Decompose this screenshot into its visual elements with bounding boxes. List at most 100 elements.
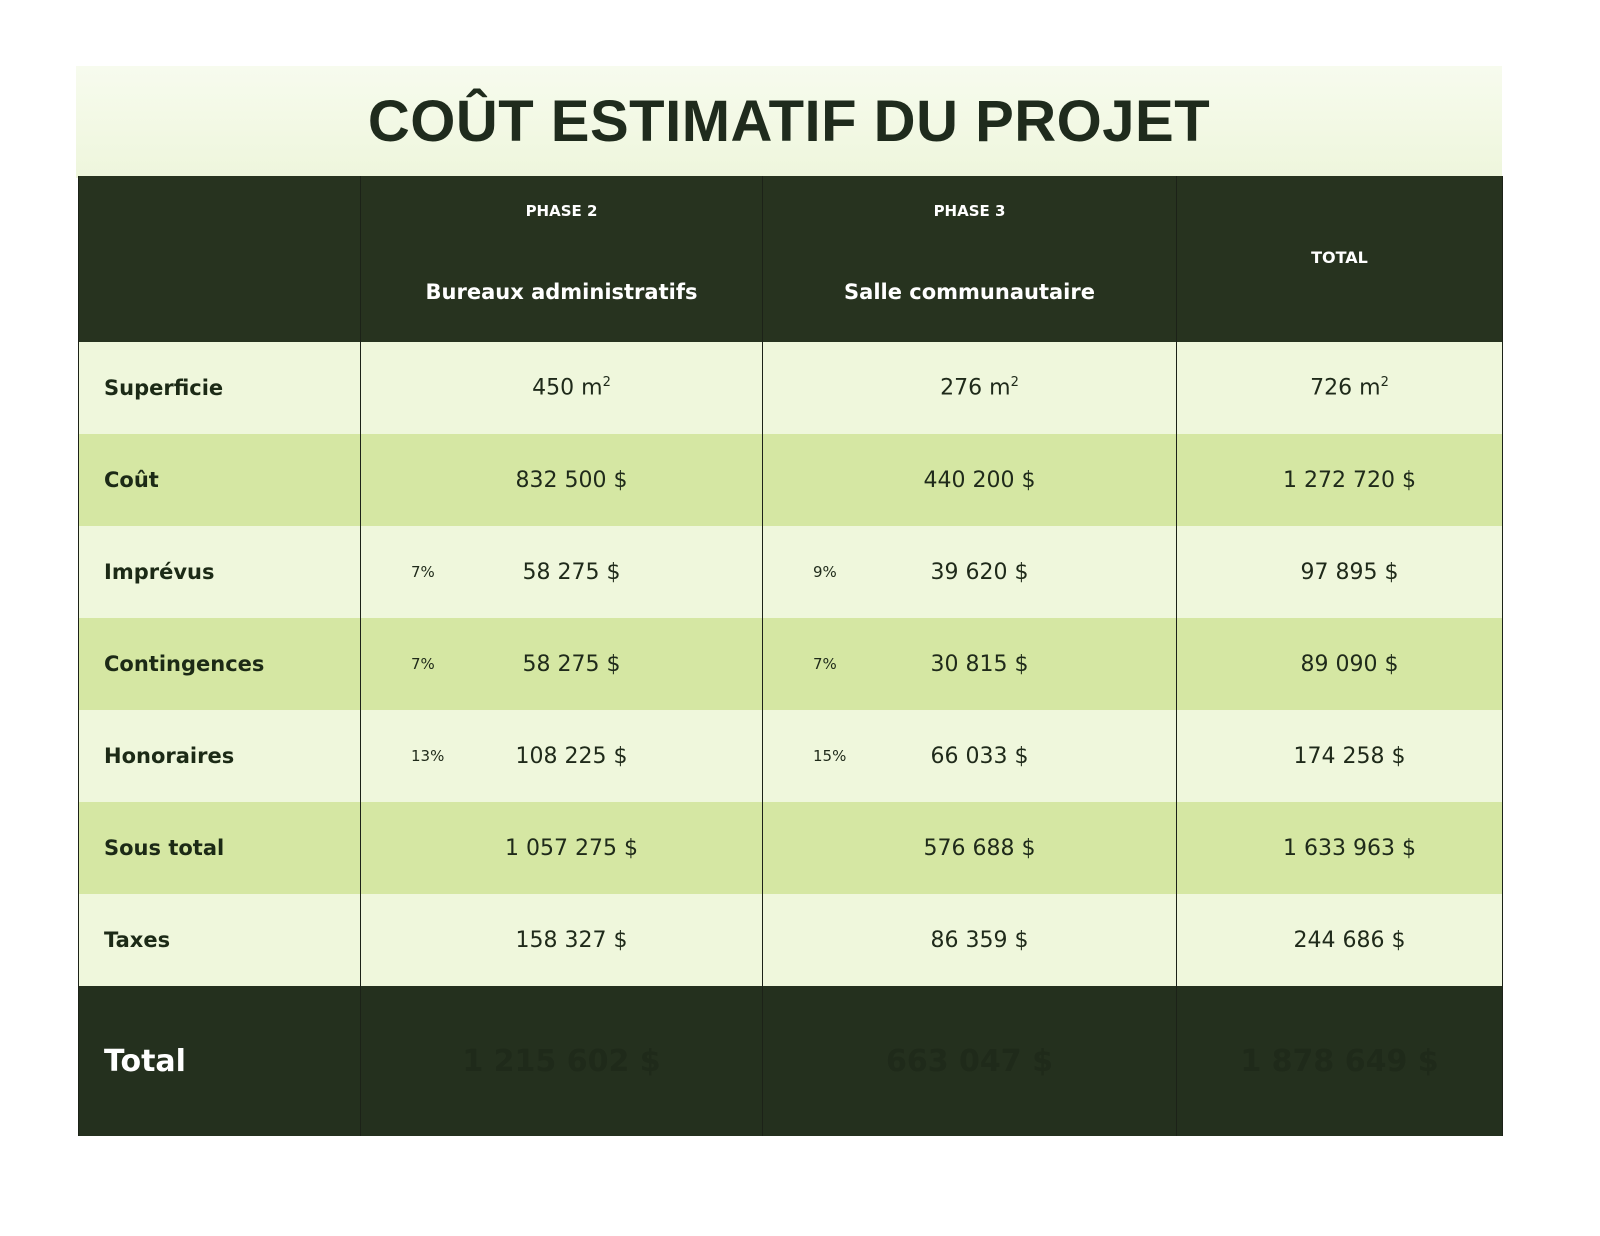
cell-value: 244 686 $ — [1274, 928, 1406, 953]
row-label: Coût — [78, 434, 361, 526]
cell-value: 450 m2 — [512, 375, 611, 400]
value-text: 86 359 $ — [930, 927, 1029, 953]
percentage: 13% — [411, 747, 445, 765]
cell: 726 m2 — [1176, 342, 1503, 434]
percentage: 7% — [813, 655, 837, 673]
value-text: 832 500 $ — [515, 467, 628, 493]
cell: 244 686 $ — [1176, 894, 1503, 986]
cell: 9% 39 620 $ — [762, 526, 1177, 618]
value-text: 244 686 $ — [1293, 927, 1406, 953]
cell-value: 832 500 $ — [496, 468, 628, 493]
cell: 89 090 $ — [1176, 618, 1503, 710]
table-row: Sous total 1 057 275 $ 576 688 $ 1 633 963 … — [78, 802, 1503, 894]
cell: 86 359 $ — [762, 894, 1177, 986]
percentage: 7% — [411, 655, 435, 673]
superscript: 2 — [602, 375, 611, 391]
cell-value: 97 895 $ — [1281, 560, 1399, 585]
phase-name: Salle communautaire — [844, 280, 1095, 304]
value-text: 97 895 $ — [1300, 559, 1399, 585]
cell: 276 m2 — [762, 342, 1177, 434]
cell-value: 86 359 $ — [911, 928, 1029, 953]
cell-value: 440 200 $ — [904, 468, 1036, 493]
percentage: 7% — [411, 563, 435, 581]
cell-value: 576 688 $ — [904, 836, 1036, 861]
cell: 1 272 720 $ — [1176, 434, 1503, 526]
cell: 15% 66 033 $ — [762, 710, 1177, 802]
table-row: Taxes 158 327 $ 86 359 $ 244 686 $ — [78, 894, 1503, 986]
superscript: 2 — [1010, 375, 1019, 391]
value-text: 89 090 $ — [1300, 651, 1399, 677]
cell: 1 633 963 $ — [1176, 802, 1503, 894]
header-empty — [78, 176, 361, 342]
value-text: 726 m — [1310, 375, 1381, 401]
row-label: Superficie — [78, 342, 361, 434]
cell-value: 1 633 963 $ — [1263, 836, 1416, 861]
page-title: COÛT ESTIMATIF DU PROJET — [367, 89, 1211, 154]
cell: 440 200 $ — [762, 434, 1177, 526]
table-row: Contingences 7% 58 275 $ 7% 30 815 $ 89 090 $ — [78, 618, 1503, 710]
title-band — [76, 66, 1502, 178]
cell: 1 057 275 $ — [360, 802, 763, 894]
value-text: 450 m — [532, 375, 603, 401]
phase-label: PHASE 3 — [933, 202, 1006, 220]
cell: 158 327 $ — [360, 894, 763, 986]
cell-value: 66 033 $ — [911, 744, 1029, 769]
table-row: Coût 832 500 $ 440 200 $ 1 272 720 $ — [78, 434, 1503, 526]
cell-value: 58 275 $ — [503, 652, 621, 677]
percentage: 9% — [813, 563, 837, 581]
cell-value: 108 225 $ — [496, 744, 628, 769]
value-text: 108 225 $ — [515, 743, 628, 769]
value-text: 576 688 $ — [923, 835, 1036, 861]
row-label: Honoraires — [78, 710, 361, 802]
value-text: 1 633 963 $ — [1283, 835, 1416, 861]
value-text: 174 258 $ — [1293, 743, 1406, 769]
value-text: 39 620 $ — [930, 559, 1029, 585]
value-text: 58 275 $ — [522, 559, 621, 585]
cell-value: 158 327 $ — [496, 928, 628, 953]
cell-value: 276 m2 — [920, 375, 1019, 400]
row-label: Imprévus — [78, 526, 361, 618]
row-label: Total — [78, 986, 361, 1136]
cell-value: 1 272 720 $ — [1263, 468, 1416, 493]
table-row: Imprévus 7% 58 275 $ 9% 39 620 $ 97 895 $ — [78, 526, 1503, 618]
total-row: Total 1 215 602 $ 663 047 $ 1 878 649 $ — [78, 986, 1503, 1136]
cell-value: 89 090 $ — [1281, 652, 1399, 677]
value-text: 276 m — [940, 375, 1011, 401]
value-text: 66 033 $ — [930, 743, 1029, 769]
row-label: Contingences — [78, 618, 361, 710]
table-row: Honoraires 13% 108 225 $ 15% 66 033 $ 174 258… — [78, 710, 1503, 802]
cell: 7% 58 275 $ — [360, 526, 763, 618]
value-text: 1 272 720 $ — [1283, 467, 1416, 493]
superscript: 2 — [1380, 375, 1389, 391]
cell-value: 174 258 $ — [1274, 744, 1406, 769]
table-row: Superficie 450 m2 276 m2 726 m2 — [78, 342, 1503, 434]
percentage: 15% — [813, 747, 847, 765]
row-label: Sous total — [78, 802, 361, 894]
phase-name: Bureaux administratifs — [425, 280, 698, 304]
cell-value: 39 620 $ — [911, 560, 1029, 585]
total-value: 1 878 649 $ — [1176, 986, 1503, 1136]
cell: 97 895 $ — [1176, 526, 1503, 618]
value-text: 58 275 $ — [522, 651, 621, 677]
value-text: 1 057 275 $ — [505, 835, 638, 861]
cell: 7% 58 275 $ — [360, 618, 763, 710]
cell: 7% 30 815 $ — [762, 618, 1177, 710]
cell-value: 1 057 275 $ — [485, 836, 638, 861]
header-row: PHASE 2 Bureaux administratifs PHASE 3 S… — [78, 176, 1503, 342]
cost-table: PHASE 2 Bureaux administratifs PHASE 3 S… — [78, 176, 1503, 1136]
cell: 13% 108 225 $ — [360, 710, 763, 802]
header-total: TOTAL — [1176, 176, 1503, 342]
cell-value: 726 m2 — [1290, 375, 1389, 400]
cell: 174 258 $ — [1176, 710, 1503, 802]
cell: 576 688 $ — [762, 802, 1177, 894]
cell-value: 58 275 $ — [503, 560, 621, 585]
value-text: 440 200 $ — [923, 467, 1036, 493]
cell-value: 30 815 $ — [911, 652, 1029, 677]
row-label: Taxes — [78, 894, 361, 986]
total-value: 663 047 $ — [762, 986, 1177, 1136]
total-value: 1 215 602 $ — [360, 986, 763, 1136]
phase-label: PHASE 2 — [525, 202, 598, 220]
value-text: 158 327 $ — [515, 927, 628, 953]
total-label: TOTAL — [1311, 248, 1368, 267]
cell: 450 m2 — [360, 342, 763, 434]
